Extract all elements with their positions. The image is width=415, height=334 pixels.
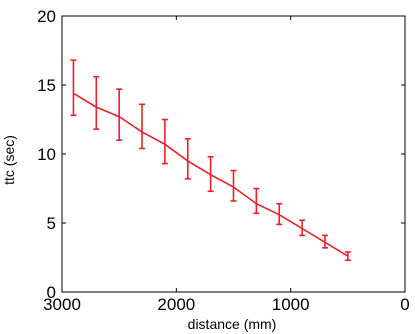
y-tick-label: 15 xyxy=(37,76,56,95)
y-tick-label: 10 xyxy=(37,145,56,164)
y-axis-label: ttc (sec) xyxy=(1,135,17,185)
axes: 3000 2000 1000 0 0 5 10 15 20 xyxy=(37,7,410,314)
x-tick-label: 3000 xyxy=(43,295,81,314)
x-axis-label: distance (mm) xyxy=(188,316,277,332)
x-tick-label: 1000 xyxy=(272,295,310,314)
y-tick-label: 0 xyxy=(47,283,56,302)
x-tick-label: 0 xyxy=(400,295,409,314)
x-tick-label: 2000 xyxy=(157,295,195,314)
data-marks xyxy=(70,59,351,262)
y-tick-label: 20 xyxy=(37,7,56,26)
y-tick-label: 5 xyxy=(47,214,56,233)
